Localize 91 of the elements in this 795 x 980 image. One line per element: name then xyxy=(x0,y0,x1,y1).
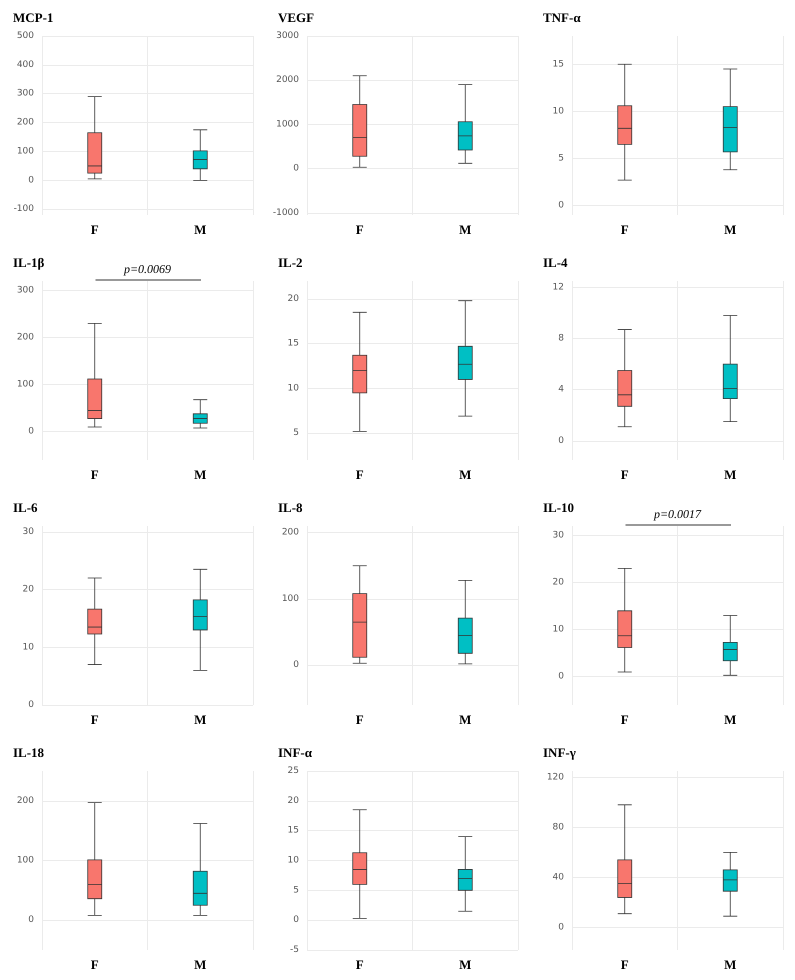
chart-title: INF-γ xyxy=(543,745,576,760)
y-tick-label: 10 xyxy=(552,624,564,635)
x-tick-label: F xyxy=(90,957,99,972)
chart-title: IL-10 xyxy=(543,500,574,515)
y-tick-label: 0 xyxy=(558,436,564,446)
y-tick-label: 15 xyxy=(288,826,299,836)
y-tick-label: 120 xyxy=(546,772,564,782)
y-tick-label: 200 xyxy=(16,796,34,806)
y-tick-label: 100 xyxy=(16,380,34,390)
y-tick-label: 5 xyxy=(293,428,299,438)
y-tick-label: 400 xyxy=(16,60,34,70)
x-tick-label: F xyxy=(620,222,629,237)
y-tick-label: 3000 xyxy=(276,31,300,41)
chart-title: MCP-1 xyxy=(13,10,54,25)
y-tick-label: 0 xyxy=(558,922,564,932)
y-tick-label: 40 xyxy=(552,872,564,882)
y-tick-label: 100 xyxy=(16,856,34,866)
x-tick-label: M xyxy=(194,957,206,972)
y-tick-label: 10 xyxy=(552,106,564,116)
x-tick-label: M xyxy=(724,712,736,727)
chart-title: INF-α xyxy=(278,745,313,760)
y-tick-label: 100 xyxy=(282,594,300,604)
x-tick-label: F xyxy=(90,467,99,482)
y-tick-label: 0 xyxy=(558,200,564,211)
y-tick-label: 20 xyxy=(552,578,564,588)
x-tick-label: M xyxy=(459,712,472,727)
x-tick-label: M xyxy=(724,467,736,482)
y-tick-label: 20 xyxy=(288,796,300,806)
y-tick-label: 300 xyxy=(16,285,34,296)
y-tick-label: 15 xyxy=(288,338,299,349)
y-tick-label: 200 xyxy=(16,118,34,128)
x-tick-label: M xyxy=(459,467,472,482)
y-tick-label: 15 xyxy=(552,59,564,70)
x-tick-label: F xyxy=(356,222,364,237)
y-tick-label: 12 xyxy=(552,282,564,292)
y-tick-label: 0 xyxy=(28,915,34,926)
x-tick-label: M xyxy=(459,222,472,237)
y-tick-label: 0 xyxy=(293,164,300,174)
x-tick-label: M xyxy=(724,957,736,972)
x-tick-label: M xyxy=(194,467,206,482)
x-tick-label: F xyxy=(620,467,629,482)
y-tick-label: 8 xyxy=(558,334,564,344)
x-tick-label: F xyxy=(620,712,629,727)
y-tick-label: 200 xyxy=(16,332,34,343)
x-tick-label: F xyxy=(356,712,364,727)
chart-title: TNF-α xyxy=(543,10,582,25)
chart-title: IL-6 xyxy=(13,500,38,515)
y-tick-label: 500 xyxy=(16,31,34,41)
y-tick-label: 10 xyxy=(288,856,300,866)
y-tick-label: 20 xyxy=(22,584,34,595)
x-tick-label: M xyxy=(459,957,472,972)
y-tick-label: 80 xyxy=(552,822,564,832)
x-tick-label: F xyxy=(356,467,364,482)
y-tick-label: 10 xyxy=(288,383,300,394)
y-tick-label: 0 xyxy=(28,700,34,710)
y-tick-label: 0 xyxy=(558,672,564,682)
y-tick-label: 4 xyxy=(558,384,564,395)
y-tick-label: 20 xyxy=(288,294,300,304)
y-tick-label: 1000 xyxy=(276,119,300,130)
chart-title: IL-4 xyxy=(543,255,568,270)
y-tick-label: 5 xyxy=(558,153,564,164)
x-tick-label: M xyxy=(724,222,736,237)
y-tick-label: 100 xyxy=(16,146,34,156)
x-tick-label: F xyxy=(620,957,629,972)
x-tick-label: F xyxy=(90,712,99,727)
x-tick-label: F xyxy=(356,957,364,972)
chart-title: IL-1β xyxy=(13,255,45,270)
chart-title: IL-8 xyxy=(278,500,304,515)
y-tick-label: 0 xyxy=(28,175,34,186)
y-tick-label: 10 xyxy=(22,642,34,652)
y-tick-label: -100 xyxy=(14,204,34,214)
chart-title: IL-2 xyxy=(278,255,303,270)
chart-title: IL-18 xyxy=(13,745,45,760)
y-tick-label: 300 xyxy=(16,88,34,99)
y-tick-label: 0 xyxy=(28,426,34,437)
y-tick-label: 200 xyxy=(282,528,300,538)
y-tick-label: 5 xyxy=(293,885,299,896)
y-tick-label: -1000 xyxy=(272,208,300,218)
x-tick-label: M xyxy=(194,222,206,237)
x-tick-label: F xyxy=(90,222,99,237)
y-tick-label: 30 xyxy=(552,530,564,540)
text: p=0.0069 xyxy=(124,262,172,277)
y-tick-label: 0 xyxy=(293,660,300,670)
y-tick-label: 0 xyxy=(293,915,300,926)
chart-title: VEGF xyxy=(278,10,314,25)
x-tick-label: M xyxy=(194,712,206,727)
y-tick-label: 2000 xyxy=(276,75,300,86)
y-tick-label: 25 xyxy=(288,766,299,776)
y-tick-label: 30 xyxy=(22,526,34,537)
y-tick-label: -5 xyxy=(290,945,299,955)
text: p=0.0017 xyxy=(654,507,702,522)
